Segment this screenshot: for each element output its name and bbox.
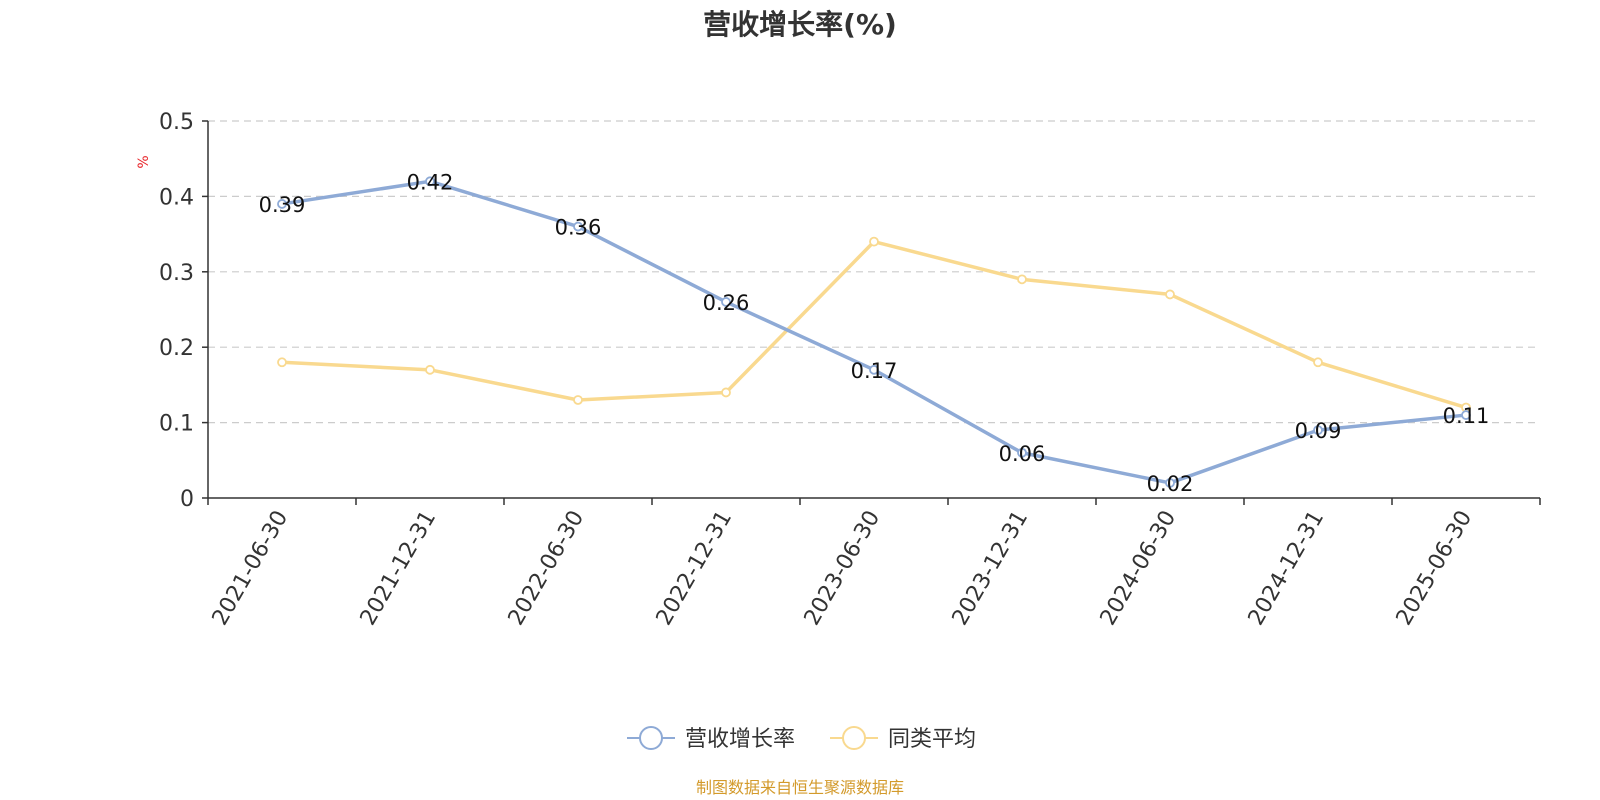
data-label: 0.02 <box>1147 472 1194 496</box>
legend-label: 同类平均 <box>888 727 976 752</box>
y-tick-label: 0.5 <box>159 110 194 135</box>
data-label: 0.17 <box>851 359 898 383</box>
data-point-1 <box>721 387 731 398</box>
data-point-0 <box>425 176 435 187</box>
series-line-0 <box>280 179 1468 485</box>
data-point-0 <box>721 297 731 307</box>
data-point-1 <box>1313 357 1323 368</box>
legend: 营收增长率 同类平均 <box>627 726 976 752</box>
x-tick-label: 2025-06-30 <box>1392 507 1478 630</box>
data-label: 0.42 <box>407 170 454 194</box>
legend-label: 营收增长率 <box>685 727 795 752</box>
series-layer <box>277 176 1471 488</box>
x-tick-label: 2024-06-30 <box>1096 507 1182 630</box>
data-point-0 <box>1165 478 1175 488</box>
data-label: 0.11 <box>1443 404 1490 428</box>
source-note: 制图数据来自恒生聚源数据库 <box>696 778 904 797</box>
data-point-0 <box>1461 410 1471 420</box>
axes <box>202 120 1541 505</box>
x-tick-label: 2023-06-30 <box>800 507 886 630</box>
data-label: 0.09 <box>1295 419 1342 443</box>
data-point-1 <box>425 364 435 375</box>
data-point-1 <box>573 395 583 405</box>
y-tick-label: 0.3 <box>159 261 194 286</box>
x-tick-label: 2022-12-31 <box>652 507 738 630</box>
data-label: 0.36 <box>555 216 602 240</box>
data-label: 0.06 <box>999 442 1046 466</box>
data-point-1 <box>1165 289 1175 300</box>
y-tick-labels: 0 0.1 0.2 0.3 0.4 0.5 <box>159 110 194 512</box>
x-tick-labels: 2021-06-30 2021-12-31 2022-06-30 2022-12-31… <box>208 507 1478 630</box>
data-point-1 <box>1017 274 1027 285</box>
x-tick-label: 2021-12-31 <box>356 507 442 630</box>
x-tick-label: 2021-06-30 <box>208 507 294 630</box>
legend-marker <box>842 726 866 750</box>
chart-title: 营收增长率(%) <box>703 8 897 41</box>
legend-marker <box>639 726 663 750</box>
y-tick-label: 0.2 <box>159 336 194 361</box>
y-tick-label: 0 <box>180 487 194 512</box>
y-axis-unit-label: % <box>136 155 152 168</box>
x-tick-label: 2023-12-31 <box>948 507 1034 630</box>
x-tick-label: 2024-12-31 <box>1244 507 1330 630</box>
data-label: 0.39 <box>259 193 306 217</box>
data-point-0 <box>1313 425 1323 436</box>
data-point-1 <box>277 357 287 368</box>
y-tick-label: 0.4 <box>159 185 194 210</box>
data-point-0 <box>1017 447 1027 458</box>
grid-lines <box>208 120 1540 424</box>
x-tick-label: 2022-06-30 <box>504 507 590 630</box>
data-label: 0.26 <box>703 291 750 315</box>
data-point-0 <box>573 221 583 232</box>
y-tick-label: 0.1 <box>159 412 194 437</box>
data-labels: 0.39 0.42 0.36 0.26 0.17 0.06 0.02 0.09 0.11 <box>259 170 1490 496</box>
data-point-1 <box>869 236 879 247</box>
data-point-0 <box>869 364 879 375</box>
data-point-0 <box>277 199 287 209</box>
